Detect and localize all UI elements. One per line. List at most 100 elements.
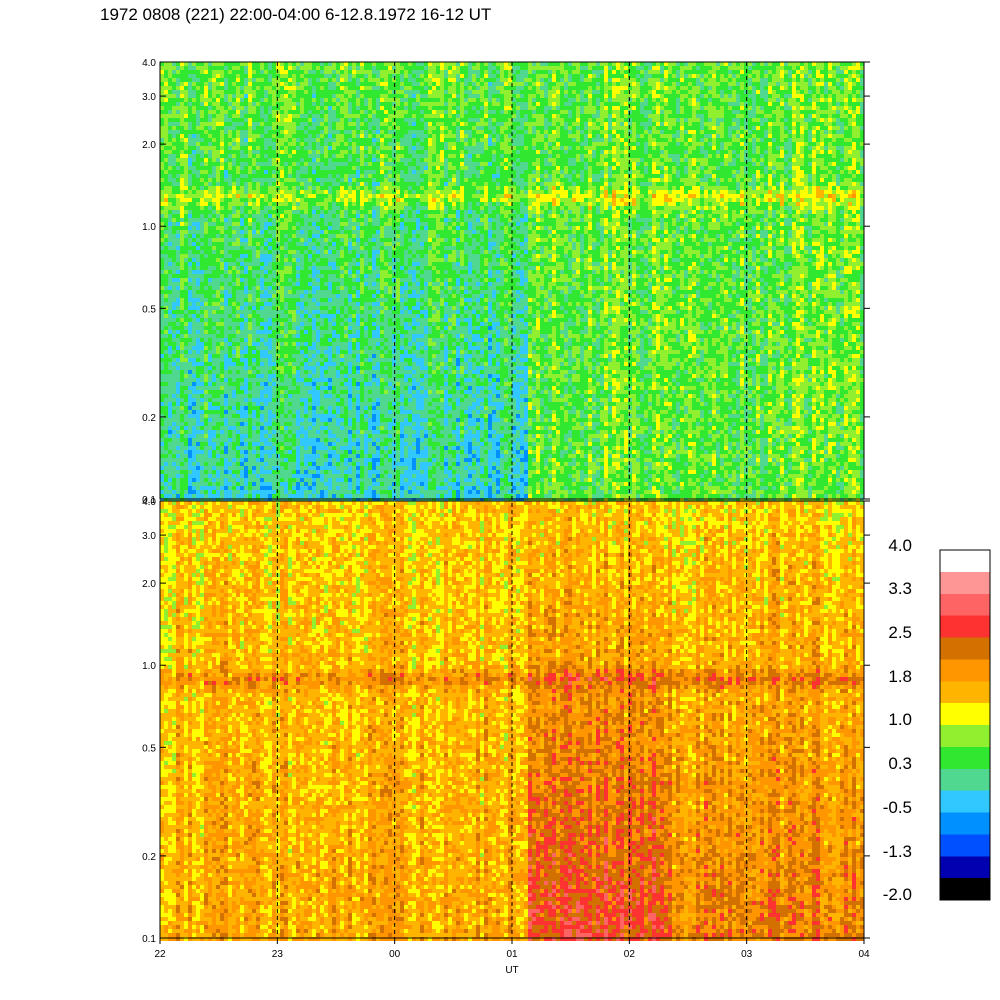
heatmap-cell bbox=[220, 338, 224, 342]
heatmap-cell bbox=[324, 206, 328, 210]
heatmap-cell bbox=[240, 90, 244, 94]
heatmap-cell bbox=[216, 294, 220, 298]
heatmap-cell bbox=[232, 190, 236, 194]
heatmap-cell bbox=[252, 166, 256, 170]
heatmap-cell bbox=[288, 426, 292, 430]
heatmap-cell bbox=[168, 238, 172, 242]
heatmap-cell bbox=[168, 146, 172, 150]
heatmap-cell bbox=[176, 286, 180, 290]
heatmap-cell bbox=[308, 462, 312, 466]
heatmap-cell bbox=[320, 474, 324, 478]
heatmap-cell bbox=[240, 470, 244, 474]
heatmap-cell bbox=[188, 422, 192, 426]
heatmap-cell bbox=[272, 122, 276, 126]
heatmap-cell bbox=[228, 298, 232, 302]
heatmap-cell bbox=[240, 454, 244, 458]
heatmap-cell bbox=[160, 170, 164, 174]
heatmap-cell bbox=[244, 306, 248, 310]
heatmap-cell bbox=[292, 286, 296, 290]
heatmap-cell bbox=[216, 238, 220, 242]
heatmap-cell bbox=[324, 334, 328, 338]
heatmap-cell bbox=[316, 90, 320, 94]
heatmap-cell bbox=[180, 482, 184, 486]
heatmap-cell bbox=[168, 286, 172, 290]
heatmap-cell bbox=[212, 394, 216, 398]
heatmap-cell bbox=[288, 418, 292, 422]
heatmap-cell bbox=[184, 106, 188, 110]
heatmap-cell bbox=[268, 194, 272, 198]
heatmap-cell bbox=[268, 458, 272, 462]
heatmap-cell bbox=[160, 118, 164, 122]
heatmap-cell bbox=[304, 94, 308, 98]
heatmap-cell bbox=[312, 326, 316, 330]
heatmap-cell bbox=[172, 86, 176, 90]
heatmap-cell bbox=[320, 434, 324, 438]
heatmap-cell bbox=[200, 162, 204, 166]
heatmap-cell bbox=[240, 234, 244, 238]
heatmap-cell bbox=[168, 430, 172, 434]
heatmap-cell bbox=[168, 66, 172, 70]
heatmap-cell bbox=[312, 98, 316, 102]
heatmap-cell bbox=[236, 454, 240, 458]
heatmap-cell bbox=[280, 198, 284, 202]
heatmap-cell bbox=[216, 134, 220, 138]
heatmap-cell bbox=[304, 206, 308, 210]
heatmap-cell bbox=[180, 474, 184, 478]
heatmap-cell bbox=[264, 318, 268, 322]
heatmap-cell bbox=[288, 106, 292, 110]
heatmap-cell bbox=[324, 434, 328, 438]
heatmap-cell bbox=[200, 278, 204, 282]
heatmap-cell bbox=[240, 238, 244, 242]
heatmap-cell bbox=[292, 130, 296, 134]
heatmap-cell bbox=[224, 422, 228, 426]
heatmap-cell bbox=[172, 422, 176, 426]
heatmap-cell bbox=[256, 458, 260, 462]
heatmap-cell bbox=[164, 458, 168, 462]
heatmap-cell bbox=[288, 402, 292, 406]
heatmap-cell bbox=[300, 470, 304, 474]
heatmap-cell bbox=[200, 82, 204, 86]
heatmap-cell bbox=[224, 330, 228, 334]
heatmap-cell bbox=[252, 218, 256, 222]
heatmap-cell bbox=[184, 74, 188, 78]
heatmap-cell bbox=[268, 126, 272, 130]
heatmap-cell bbox=[284, 230, 288, 234]
heatmap-cell bbox=[264, 282, 268, 286]
heatmap-cell bbox=[232, 70, 236, 74]
heatmap-cell bbox=[212, 378, 216, 382]
heatmap-cell bbox=[228, 446, 232, 450]
heatmap-cell bbox=[252, 274, 256, 278]
heatmap-cell bbox=[324, 306, 328, 310]
heatmap-cell bbox=[312, 190, 316, 194]
heatmap-cell bbox=[292, 142, 296, 146]
heatmap-cell bbox=[180, 454, 184, 458]
heatmap-cell bbox=[176, 158, 180, 162]
heatmap-cell bbox=[280, 178, 284, 182]
heatmap-cell bbox=[300, 394, 304, 398]
heatmap-cell bbox=[176, 238, 180, 242]
heatmap-cell bbox=[288, 190, 292, 194]
heatmap-cell bbox=[224, 290, 228, 294]
heatmap-cell bbox=[196, 454, 200, 458]
heatmap-cell bbox=[264, 146, 268, 150]
heatmap-cell bbox=[252, 142, 256, 146]
heatmap-cell bbox=[312, 406, 316, 410]
heatmap-cell bbox=[196, 82, 200, 86]
heatmap-cell bbox=[312, 378, 316, 382]
heatmap-cell bbox=[328, 310, 332, 314]
heatmap-cell bbox=[248, 326, 252, 330]
heatmap-cell bbox=[180, 190, 184, 194]
heatmap-cell bbox=[164, 174, 168, 178]
heatmap-cell bbox=[240, 270, 244, 274]
heatmap-cell bbox=[340, 114, 344, 118]
heatmap-cell bbox=[196, 206, 200, 210]
heatmap-cell bbox=[328, 478, 332, 482]
heatmap-cell bbox=[308, 478, 312, 482]
heatmap-cell bbox=[268, 322, 272, 326]
heatmap-cell bbox=[288, 414, 292, 418]
heatmap-cell bbox=[160, 166, 164, 170]
heatmap-cell bbox=[232, 278, 236, 282]
heatmap-cell bbox=[168, 366, 172, 370]
heatmap-cell bbox=[256, 274, 260, 278]
heatmap-cell bbox=[160, 230, 164, 234]
